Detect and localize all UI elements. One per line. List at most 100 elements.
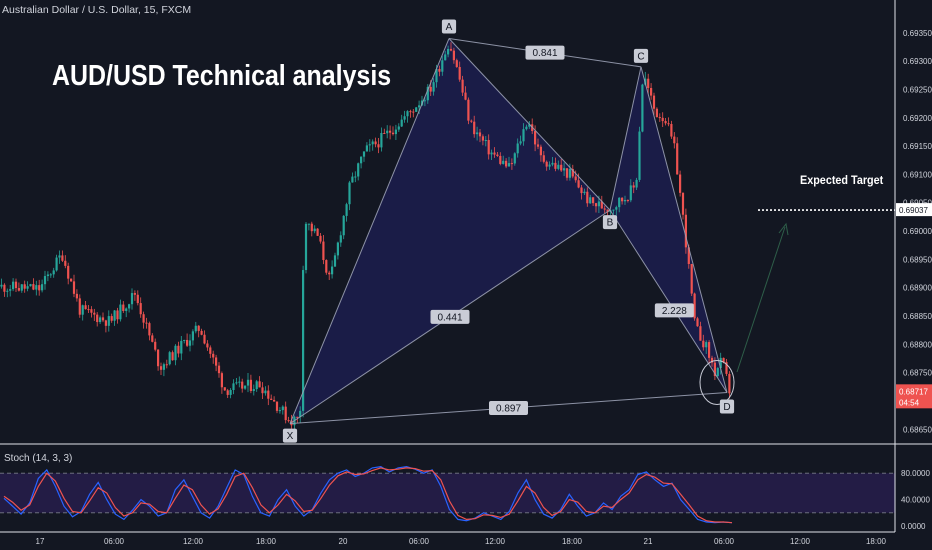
candle-body xyxy=(551,162,554,165)
time-tick-label: 12:00 xyxy=(183,537,204,546)
candle-body xyxy=(435,68,438,83)
candle-body xyxy=(142,314,145,323)
ratio-label-b-d: 2.228 xyxy=(662,306,687,317)
candle-body xyxy=(693,293,696,319)
candle-body xyxy=(400,119,403,127)
candle-body xyxy=(626,199,629,201)
point-label-b-bg xyxy=(602,215,618,230)
candle-body xyxy=(296,416,299,418)
candle-body xyxy=(548,164,551,167)
candle-body xyxy=(304,223,308,271)
candle-body xyxy=(26,286,29,289)
stoch-tick-label: 80.0000 xyxy=(901,469,930,478)
point-label-x-bg xyxy=(282,428,298,443)
stoch-line-d xyxy=(3,467,733,524)
price-tick-label: 0.69200 xyxy=(903,114,932,123)
candle-body xyxy=(331,266,334,275)
candle-body xyxy=(441,60,444,72)
price-tick-label: 0.69100 xyxy=(903,170,932,179)
candle-body xyxy=(3,284,6,292)
candle-body xyxy=(708,342,711,358)
candle-body xyxy=(432,82,435,92)
candle-body xyxy=(719,357,722,369)
candle-body xyxy=(476,132,479,135)
expected-move-arrow xyxy=(736,226,786,373)
candle-body xyxy=(574,176,577,181)
candle-body xyxy=(29,284,32,287)
candle-body xyxy=(716,368,719,377)
current-price-countdown: 04:54 xyxy=(899,398,920,407)
candle-body xyxy=(397,126,400,130)
candle-body xyxy=(679,174,682,193)
candle-body xyxy=(270,398,273,400)
candle-body xyxy=(661,117,664,122)
candle-body xyxy=(676,143,679,175)
candle-body xyxy=(171,352,174,361)
point-label-b: B xyxy=(607,218,614,229)
candle-body xyxy=(461,79,464,93)
candle-body xyxy=(319,235,322,242)
candle-body xyxy=(568,168,571,178)
ratio-label-b-d-bg xyxy=(654,303,694,318)
candle-body xyxy=(545,161,548,167)
candle-body xyxy=(226,390,229,395)
point-label-c-bg xyxy=(633,48,649,63)
candle-body xyxy=(658,117,661,119)
candle-body xyxy=(368,144,371,146)
candle-body xyxy=(310,223,313,232)
candle-body xyxy=(107,316,110,326)
candle-body xyxy=(493,152,496,155)
ratio-label-a-c-bg xyxy=(525,45,565,60)
candle-body xyxy=(725,362,728,374)
candle-body xyxy=(72,281,76,294)
candle-body xyxy=(238,381,241,383)
candle-body xyxy=(522,129,525,142)
candle-body xyxy=(119,304,122,320)
candle-body xyxy=(423,100,426,102)
candle-body xyxy=(49,274,52,276)
candle-body xyxy=(223,387,226,391)
candle-body xyxy=(281,406,284,411)
candle-body xyxy=(412,111,415,113)
candle-body xyxy=(362,151,366,157)
candle-body xyxy=(580,187,583,194)
price-tick-label: 0.69300 xyxy=(903,57,932,66)
candle-body xyxy=(418,105,421,108)
candle-body xyxy=(130,293,134,305)
harmonic-pattern xyxy=(290,38,727,424)
candle-body xyxy=(536,144,540,147)
candle-body xyxy=(275,401,279,411)
symbol-title[interactable]: Australian Dollar / U.S. Dollar, 15, FXC… xyxy=(2,4,192,16)
candle-body xyxy=(136,294,139,304)
stoch-indicator-title[interactable]: Stoch (14, 3, 3) xyxy=(4,453,73,464)
candle-body xyxy=(96,314,99,323)
candle-body xyxy=(249,379,252,391)
stochastic-panel xyxy=(0,465,895,524)
candle-body xyxy=(78,298,81,315)
candle-body xyxy=(391,132,395,135)
time-tick-label: 18:00 xyxy=(562,537,583,546)
stoch-line-k xyxy=(3,465,733,524)
candle-body xyxy=(623,199,627,202)
candle-body xyxy=(113,310,116,321)
price-tick-label: 0.69250 xyxy=(903,85,932,94)
candle-body xyxy=(592,197,595,204)
candle-body xyxy=(571,168,574,177)
price-tick-label: 0.68850 xyxy=(903,312,932,321)
candle-body xyxy=(101,317,105,321)
candle-body xyxy=(122,304,125,311)
candle-body xyxy=(710,357,714,363)
candle-body xyxy=(206,343,209,348)
candle-body xyxy=(702,340,705,348)
candle-body xyxy=(99,317,102,323)
candle-body xyxy=(632,185,635,188)
candle-body xyxy=(713,362,716,377)
leg-xa xyxy=(289,38,450,424)
candle-body xyxy=(699,326,702,341)
candle-body xyxy=(278,410,281,412)
candle-body xyxy=(81,305,84,315)
time-tick-label: 12:00 xyxy=(790,537,811,546)
candle-body xyxy=(43,276,47,285)
